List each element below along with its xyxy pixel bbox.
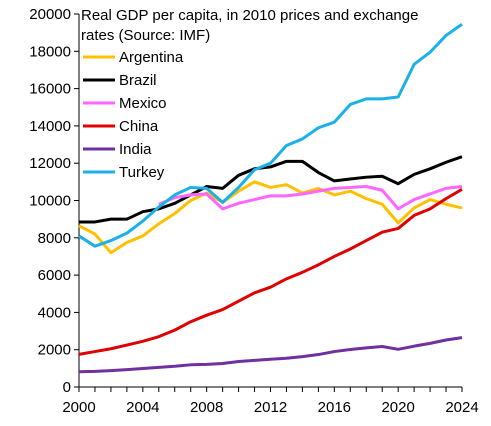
y-axis-ticks: 0 2000 4000 6000 8000 10000 12000 14000 16000 180… [29, 6, 79, 396]
x-tick-label: 2020 [381, 399, 414, 416]
legend-item-china: China [83, 118, 159, 135]
y-tick-label: 16000 [29, 81, 71, 98]
legend-label: India [119, 141, 152, 158]
chart-title-line: rates (Source: IMF) [81, 27, 210, 44]
chart-title: Real GDP per capita, in 2010 prices and … [81, 7, 418, 44]
legend-label: Turkey [119, 164, 165, 181]
y-tick-label: 0 [63, 379, 71, 396]
series-line-argentina [79, 182, 462, 253]
legend-item-brazil: Brazil [83, 72, 157, 89]
y-tick-label: 10000 [29, 193, 71, 210]
chart-legend: Argentina Brazil Mexico China India Turkey [83, 49, 184, 181]
x-tick-label: 2008 [190, 399, 223, 416]
y-tick-label: 4000 [38, 304, 71, 321]
y-tick-label: 18000 [29, 43, 71, 60]
legend-item-turkey: Turkey [83, 164, 165, 181]
x-tick-label: 2016 [318, 399, 351, 416]
x-tick-label: 2000 [62, 399, 95, 416]
y-tick-label: 12000 [29, 155, 71, 172]
y-tick-label: 8000 [38, 230, 71, 247]
legend-item-india: India [83, 141, 152, 158]
x-axis-ticks: 2000 2004 2008 2012 2016 2020 2024 [62, 387, 478, 416]
legend-label: Brazil [119, 72, 157, 89]
y-tick-label: 2000 [38, 342, 71, 359]
y-tick-label: 6000 [38, 267, 71, 284]
y-tick-label: 20000 [29, 6, 71, 23]
x-tick-label: 2024 [445, 399, 478, 416]
plot-area: 0 2000 4000 6000 8000 10000 12000 14000 16000 180… [29, 6, 478, 416]
legend-item-argentina: Argentina [83, 49, 184, 66]
legend-label: Argentina [119, 49, 184, 66]
chart-title-line: Real GDP per capita, in 2010 prices and … [81, 7, 418, 24]
x-tick-label: 2004 [126, 399, 159, 416]
legend-label: Mexico [119, 95, 167, 112]
legend-label: China [119, 118, 159, 135]
y-tick-label: 14000 [29, 118, 71, 135]
x-tick-label: 2012 [254, 399, 287, 416]
legend-item-mexico: Mexico [83, 95, 167, 112]
